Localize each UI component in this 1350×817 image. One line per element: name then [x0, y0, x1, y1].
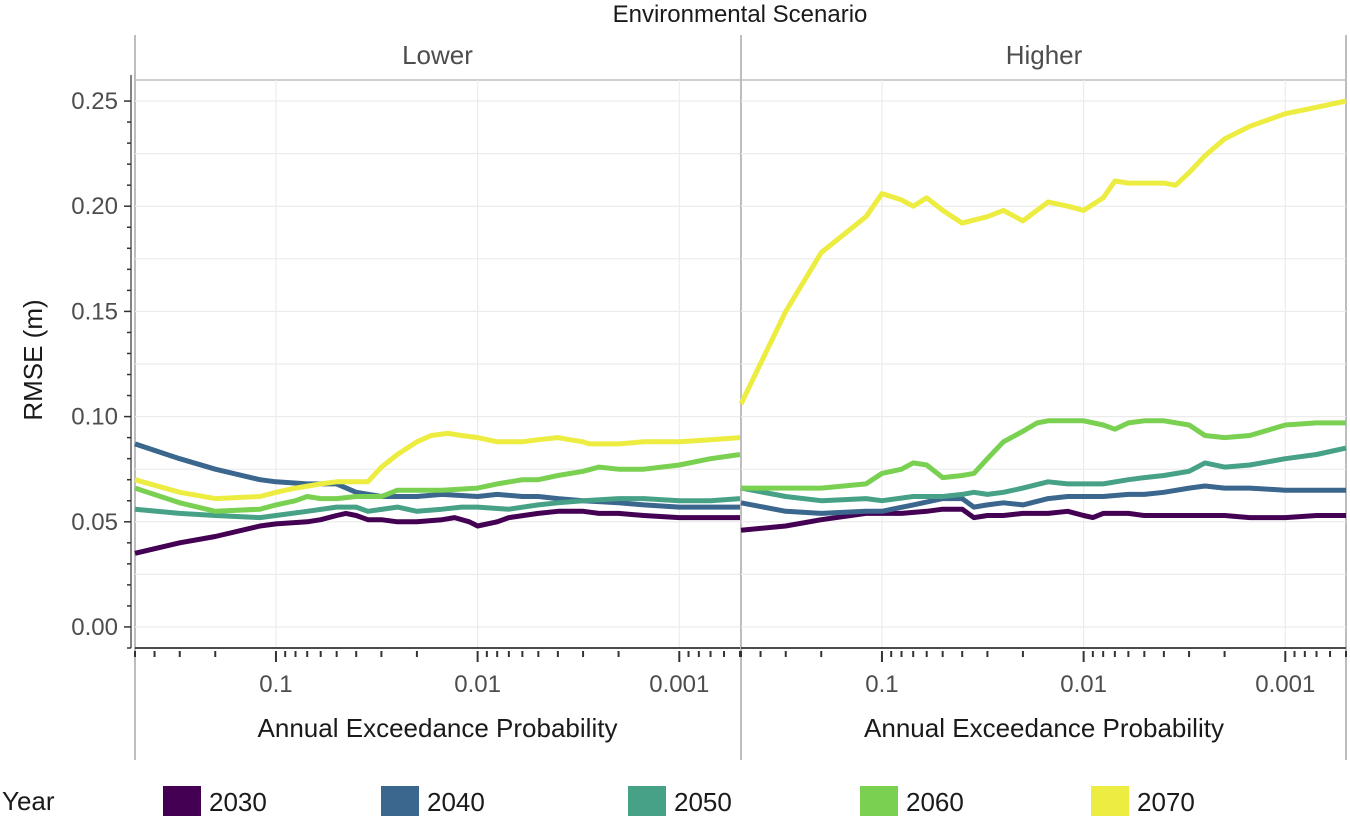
x-axis-label-lower: Annual Exceedance Probability	[258, 713, 618, 743]
series-group	[738, 98, 1347, 533]
x-axis-label-higher: Annual Exceedance Probability	[864, 713, 1224, 743]
legend-swatch-2050	[628, 786, 666, 816]
series-line-2040	[740, 483, 1346, 516]
y-tick-label: 0.20	[71, 193, 118, 220]
gridlines	[135, 80, 740, 648]
series-line-2030	[740, 506, 1346, 533]
panel-frame	[740, 35, 1347, 760]
series-line-2060	[741, 418, 1346, 491]
x-tick-label: 0.1	[865, 671, 898, 698]
series-line-2060	[134, 452, 741, 514]
x-tick-label: 0.001	[1255, 671, 1315, 698]
legend-swatch-2030	[163, 786, 201, 816]
facet-strip-label-higher: Higher	[1006, 40, 1083, 70]
gridlines	[741, 80, 1346, 648]
series-line-2030	[134, 508, 740, 556]
y-tick-label: 0.05	[71, 509, 118, 536]
legend-label-2040: 2040	[427, 787, 485, 817]
y-tick-label: 0.10	[71, 404, 118, 431]
series-line-2070	[738, 98, 1347, 406]
series-group	[134, 430, 741, 556]
y-axis-label: RMSE (m)	[18, 299, 48, 420]
y-tick-label: 0.25	[71, 88, 118, 115]
legend: Year 2030 2040 2050 2060 2070	[2, 786, 1195, 817]
x-tick-label: 0.01	[1060, 671, 1107, 698]
series-line-2050	[740, 445, 1347, 504]
legend-title: Year	[2, 786, 55, 816]
y-tick-label: 0.15	[71, 298, 118, 325]
series-line-2040	[134, 441, 740, 510]
series-line-2070	[134, 430, 741, 502]
facet-strip-label-lower: Lower	[402, 40, 473, 70]
series-line-2050	[134, 496, 741, 521]
legend-label-2070: 2070	[1137, 787, 1195, 817]
legend-label-2030: 2030	[209, 787, 267, 817]
chart-title: Environmental Scenario	[613, 1, 868, 28]
x-axis: 0.1 0.01 0.001	[134, 647, 741, 698]
facet-panel-lower: Lower Annual Exceedance Probability 0.1 0…	[134, 35, 741, 760]
x-tick-label: 0.1	[259, 671, 292, 698]
panel-frame	[134, 35, 740, 760]
y-tick-label: 0.00	[71, 614, 118, 641]
x-axis: 0.1 0.01 0.001	[740, 647, 1347, 698]
legend-swatch-2070	[1091, 786, 1129, 816]
facet-panel-higher: Higher Annual Exceedance Probability 0.1…	[738, 35, 1347, 760]
x-tick-label: 0.01	[454, 671, 501, 698]
y-axis: 0.00 0.05 0.10 0.15 0.20 0.25	[71, 75, 132, 649]
legend-swatch-2040	[381, 786, 419, 816]
legend-label-2050: 2050	[674, 787, 732, 817]
x-tick-label: 0.001	[649, 671, 709, 698]
legend-label-2060: 2060	[906, 787, 964, 817]
legend-swatch-2060	[860, 786, 898, 816]
